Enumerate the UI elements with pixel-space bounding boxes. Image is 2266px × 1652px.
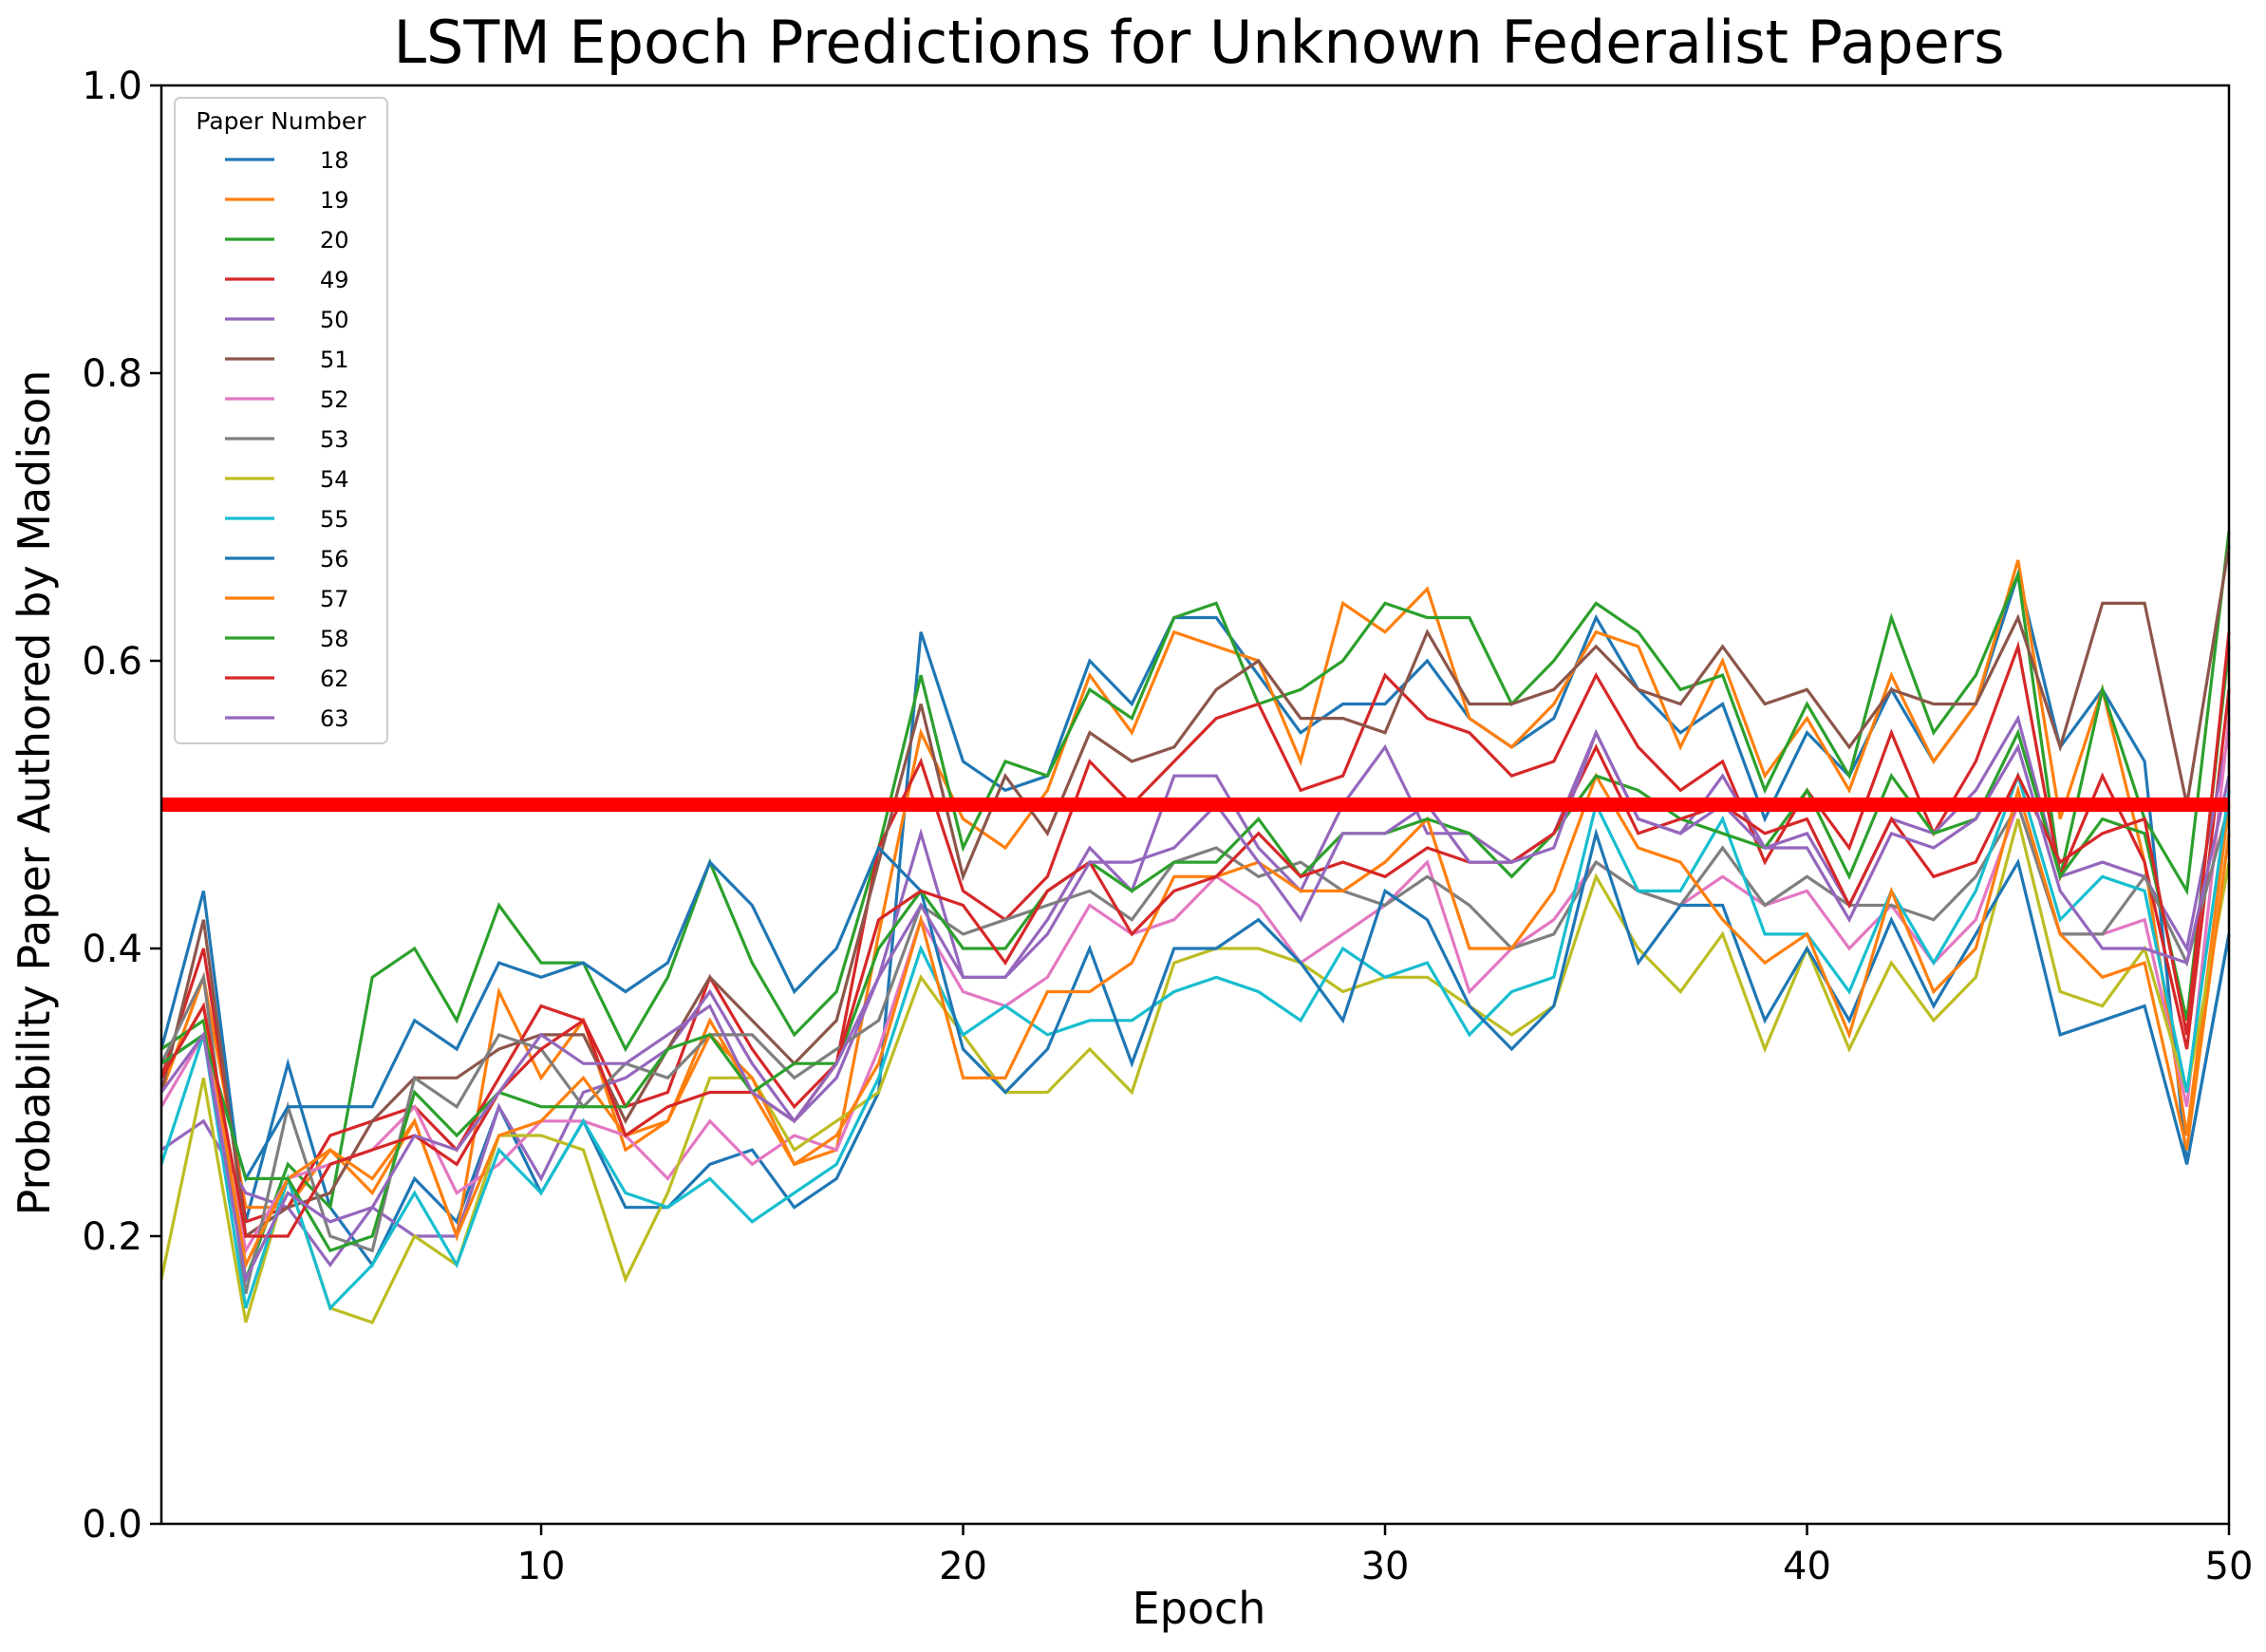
legend-label-20: 20 — [320, 227, 349, 253]
series-line-19 — [159, 559, 2231, 1243]
legend-label-62: 62 — [320, 666, 349, 692]
legend-label-58: 58 — [320, 626, 349, 652]
legend-label-49: 49 — [320, 267, 349, 293]
series-line-49 — [159, 640, 2231, 1224]
x-tick-label: 10 — [517, 1545, 566, 1588]
series-line-54 — [159, 818, 2231, 1324]
series-line-56 — [160, 827, 2231, 1183]
series-line-55 — [159, 771, 2231, 1311]
legend-label-50: 50 — [320, 307, 349, 333]
legend-box — [174, 97, 388, 744]
y-tick-label: 0.2 — [82, 1215, 142, 1259]
x-axis-ticks: 10 20 30 40 50 — [517, 1524, 2254, 1588]
series-line-63 — [159, 728, 2231, 1285]
legend: Paper Number 18 19 20 49 50 51 52 53 54 55 56 57 58 6… — [174, 97, 388, 744]
legend-items: 18 19 20 49 50 51 52 53 54 55 56 57 58 62 63 — [225, 147, 349, 732]
legend-label-19: 19 — [320, 187, 349, 214]
chart-title: LSTM Epoch Predictions for Unknown Feder… — [393, 8, 2004, 77]
legend-label-55: 55 — [320, 506, 349, 533]
x-tick-label: 20 — [939, 1545, 987, 1588]
legend-label-63: 63 — [320, 705, 349, 732]
series-line-58 — [160, 646, 2231, 1253]
legend-label-18: 18 — [320, 147, 349, 174]
x-tick-label: 50 — [2205, 1545, 2254, 1588]
legend-label-54: 54 — [320, 466, 349, 493]
y-tick-label: 0.6 — [82, 640, 142, 684]
legend-title: Paper Number — [196, 107, 366, 135]
x-axis-label: Epoch — [1133, 1583, 1266, 1634]
y-tick-label: 1.0 — [82, 65, 142, 108]
y-tick-label: 0.0 — [82, 1503, 142, 1547]
series-layer — [159, 531, 2231, 1324]
y-tick-label: 0.8 — [82, 352, 142, 396]
y-axis-label: Probability Paper Authored by Madison — [9, 370, 60, 1216]
legend-label-52: 52 — [320, 386, 349, 413]
y-axis-ticks: 0.0 0.2 0.4 0.6 0.8 1.0 — [82, 65, 161, 1547]
plot-frame — [159, 84, 2231, 1526]
legend-label-56: 56 — [320, 546, 349, 573]
series-line-51 — [159, 545, 2231, 1239]
y-tick-label: 0.4 — [82, 928, 142, 971]
series-line-20 — [160, 531, 2231, 1286]
legend-label-53: 53 — [320, 426, 349, 453]
legend-label-51: 51 — [320, 347, 349, 373]
series-line-57 — [159, 772, 2231, 1270]
x-tick-label: 30 — [1361, 1545, 1410, 1588]
x-tick-label: 40 — [1783, 1545, 1831, 1588]
legend-label-57: 57 — [320, 586, 349, 612]
